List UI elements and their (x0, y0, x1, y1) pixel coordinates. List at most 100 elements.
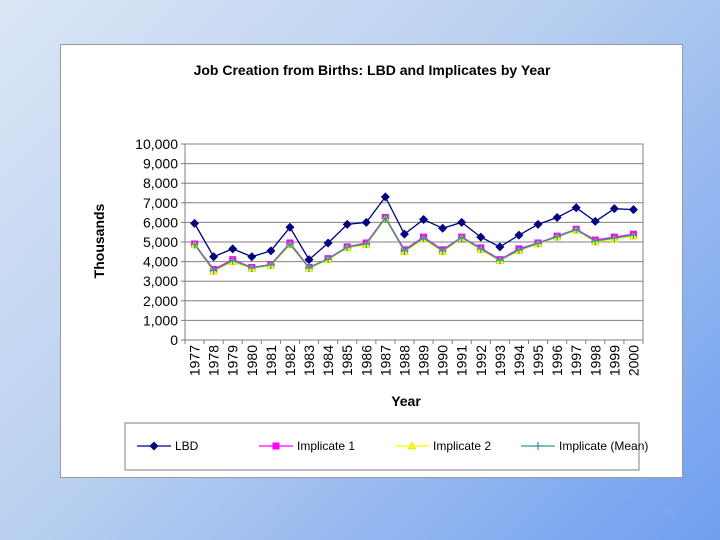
series-lines (190, 192, 638, 275)
x-tick-label: 1978 (206, 345, 222, 376)
x-tick-label: 1996 (549, 345, 565, 376)
data-point (324, 255, 333, 264)
y-tick-label: 4,000 (143, 254, 178, 270)
legend-label: Implicate (Mean) (559, 439, 648, 453)
data-point (628, 205, 638, 215)
data-point (190, 240, 199, 249)
y-tick-label: 6,000 (143, 214, 178, 230)
legend-marker (149, 441, 159, 451)
data-point (457, 217, 467, 227)
data-point (495, 242, 505, 252)
legend-label: LBD (175, 439, 199, 453)
data-point (380, 192, 390, 202)
x-tick-label: 1980 (244, 345, 260, 376)
data-point (247, 263, 256, 272)
y-tick-label: 7,000 (143, 195, 178, 211)
data-point (381, 214, 390, 223)
x-tick-label: 1977 (187, 345, 203, 376)
legend-label: Implicate 1 (297, 439, 355, 453)
series-lbd (190, 192, 638, 265)
y-tick-label: 2,000 (143, 293, 178, 309)
y-tick-label: 1,000 (143, 312, 178, 328)
data-point (533, 219, 543, 229)
data-point (514, 245, 523, 254)
data-point (361, 217, 371, 227)
data-point (285, 239, 294, 248)
data-point (190, 218, 200, 228)
data-point (476, 244, 485, 253)
data-point (342, 219, 352, 229)
x-tick-label: 1994 (511, 345, 527, 376)
x-tick-label: 1989 (416, 345, 432, 376)
legend-marker (534, 442, 542, 450)
data-point (553, 232, 562, 241)
x-tick-label: 1998 (587, 345, 603, 376)
data-point (438, 246, 447, 255)
data-point (419, 214, 429, 224)
y-tick-label: 9,000 (143, 156, 178, 172)
data-point (571, 203, 581, 213)
x-tick-label: 1986 (358, 345, 374, 376)
y-axis-ticks: 0 1,000 2,000 3,000 4,000 5,000 6,000 7,000 8,00… (135, 136, 185, 348)
data-point (228, 244, 238, 254)
legend-marker (272, 442, 280, 450)
data-point (419, 234, 428, 243)
legend-item: LBD (137, 439, 199, 453)
data-point (400, 246, 409, 255)
data-point (323, 238, 333, 248)
x-tick-label: 1993 (492, 345, 508, 376)
x-tick-label: 1979 (225, 345, 241, 376)
data-point (305, 263, 314, 272)
y-tick-label: 5,000 (143, 234, 178, 250)
data-point (438, 223, 448, 233)
data-point (629, 231, 638, 240)
data-point (209, 266, 218, 275)
y-tick-label: 0 (170, 332, 178, 348)
x-tick-label: 1985 (339, 345, 355, 376)
x-tick-label: 1988 (396, 345, 412, 376)
x-tick-label: 1991 (454, 345, 470, 376)
data-point (304, 255, 314, 265)
line-chart: Job Creation from Births: LBD and Implic… (91, 62, 648, 471)
x-tick-label: 1997 (568, 345, 584, 376)
series-implicate-mean (190, 214, 638, 275)
x-axis-label: Year (391, 393, 421, 409)
y-tick-label: 10,000 (135, 136, 178, 152)
data-point (590, 216, 600, 226)
data-point (552, 212, 562, 223)
x-tick-label: 1983 (301, 345, 317, 376)
y-tick-label: 8,000 (143, 175, 178, 191)
data-point (610, 234, 619, 243)
gridlines (185, 163, 643, 321)
x-tick-label: 1987 (377, 345, 393, 376)
slide-number: 20 (664, 508, 676, 519)
data-point (457, 233, 466, 242)
x-tick-label: 2000 (625, 345, 641, 376)
x-tick-label: 1981 (263, 345, 279, 376)
data-point (534, 239, 543, 248)
chart-title: Job Creation from Births: LBD and Implic… (194, 62, 551, 78)
x-tick-label: 1992 (473, 345, 489, 376)
data-point (209, 252, 219, 262)
data-point (343, 243, 352, 252)
x-tick-label: 1984 (320, 345, 336, 376)
legend-item: Implicate 2 (395, 439, 491, 453)
y-tick-label: 3,000 (143, 273, 178, 289)
legend-item: Implicate (Mean) (521, 439, 648, 453)
data-point (591, 237, 600, 246)
legend-item: Implicate 1 (259, 439, 355, 453)
data-point (399, 229, 409, 239)
data-point (495, 256, 504, 265)
data-point (572, 225, 581, 234)
chart-panel: Job Creation from Births: LBD and Implic… (60, 44, 683, 478)
y-axis-label: Thousands (91, 203, 107, 278)
legend-label: Implicate 2 (433, 439, 491, 453)
legend: LBD Implicate 1 Implicate 2 Implicate (Mean… (137, 439, 648, 453)
data-point (228, 256, 237, 265)
data-point (266, 246, 276, 256)
data-point (609, 204, 619, 214)
data-point (247, 252, 257, 262)
legend-marker (407, 441, 417, 450)
x-tick-label: 1990 (435, 345, 451, 376)
data-point (362, 239, 371, 248)
